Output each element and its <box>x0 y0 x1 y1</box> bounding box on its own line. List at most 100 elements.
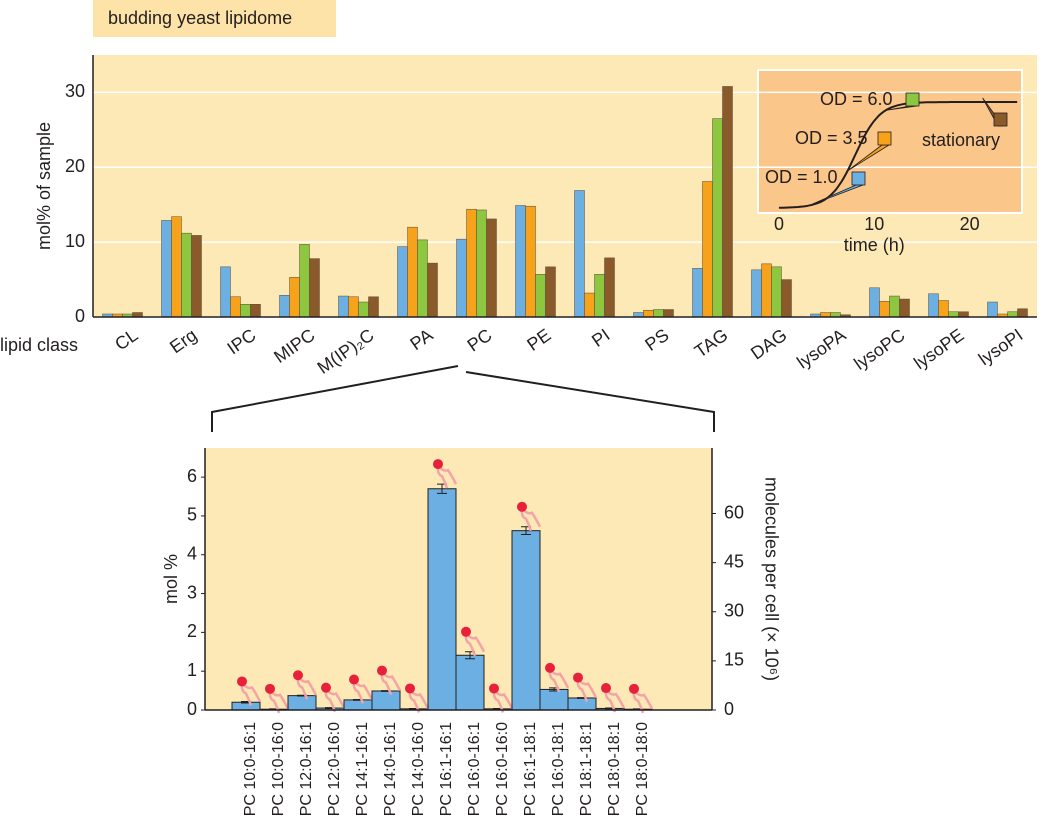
x-tick-label: IPC <box>223 325 259 359</box>
x-tick-label: lysoPI <box>975 325 1027 370</box>
bar <box>191 235 202 318</box>
bar <box>604 257 615 318</box>
lipid-tail <box>464 632 486 657</box>
bar <box>539 688 569 711</box>
bar <box>299 244 310 318</box>
bar <box>161 220 172 318</box>
bar <box>250 304 261 318</box>
x-tick-label: CL <box>111 325 141 355</box>
lipid-head <box>601 683 611 694</box>
y-tick-label: 20 <box>65 156 85 176</box>
x-tick-label: TAG <box>691 325 732 362</box>
y-tick-label: 5 <box>187 505 197 525</box>
bar <box>455 654 485 711</box>
lipid-head <box>237 676 247 687</box>
y2-axis-label: molecules per cell (× 10⁶) <box>761 477 781 681</box>
bar <box>584 292 595 318</box>
bar <box>476 209 487 318</box>
bar <box>987 301 998 318</box>
bar <box>869 287 880 318</box>
y2-tick-label: 15 <box>724 650 744 670</box>
lipid-head <box>293 670 303 681</box>
bar <box>371 690 401 711</box>
inset-x-tick-label: 20 <box>960 214 980 234</box>
lipid-tail <box>352 680 374 704</box>
legend-label: OD = 3.5 <box>795 128 868 148</box>
x-tick-label: PC 10:0-16:0 <box>270 722 287 816</box>
bar <box>427 262 438 318</box>
bar <box>348 296 359 318</box>
bar <box>1017 308 1028 318</box>
legend-label: stationary <box>922 130 1000 150</box>
bar <box>368 296 379 318</box>
y-tick-label: 30 <box>65 81 85 101</box>
chart-title: budding yeast lipidome <box>108 8 292 28</box>
x-tick-label: PC 14:0-16:1 <box>382 722 399 816</box>
x-tick-label: PC 12:0-16:1 <box>298 722 315 816</box>
bar <box>181 232 192 318</box>
lipid-head <box>629 683 639 694</box>
bar <box>287 695 317 711</box>
bar <box>338 295 349 318</box>
bar <box>889 295 900 318</box>
lipid-tail <box>576 678 598 702</box>
x-tick-label: PC 18:1-18:1 <box>578 722 595 816</box>
bar <box>771 266 782 318</box>
bar <box>407 226 418 318</box>
lipid-head <box>405 683 415 694</box>
bar <box>948 311 959 318</box>
lipid-head <box>265 683 275 694</box>
legend-swatch <box>877 131 892 146</box>
bar <box>545 266 556 318</box>
y-axis-label: mol% of sample <box>34 122 54 250</box>
bar <box>594 274 605 318</box>
bar <box>712 118 723 318</box>
x-tick-label: PC 16:1-18:1 <box>522 722 539 816</box>
inset-x-tick-label: 10 <box>864 214 884 234</box>
x-tick-label: PC 16:0-18:1 <box>550 722 567 816</box>
x-tick-label: PC 18:0-18:1 <box>606 722 623 816</box>
bar <box>456 238 467 318</box>
lipid-head <box>461 626 471 637</box>
x-tick-label: PC 18:0-18:0 <box>634 722 651 816</box>
x-tick-label: PC 14:1-16:1 <box>354 722 371 816</box>
x-tick-label: lysoPC <box>850 325 908 374</box>
x-axis-label: lipid class <box>0 335 78 355</box>
lipid-tail <box>296 676 318 700</box>
x-tick-label: lysoPA <box>793 325 849 373</box>
bar <box>358 301 369 318</box>
y-tick-label: 2 <box>187 621 197 641</box>
y-axis-label: mol % <box>161 554 181 604</box>
bar <box>899 298 910 318</box>
inset-box <box>757 69 1023 214</box>
bar <box>279 295 290 318</box>
legend-swatch <box>905 92 920 107</box>
bar <box>702 181 713 318</box>
x-tick-label: PC 10:0-16:1 <box>242 722 259 816</box>
bar <box>289 277 300 318</box>
bar <box>692 268 703 318</box>
growth-curve <box>778 101 1018 209</box>
x-tick-label: PC 14:0-16:0 <box>410 722 427 816</box>
bar <box>574 190 585 318</box>
bar <box>397 246 408 318</box>
legend-swatch <box>993 112 1008 127</box>
bar <box>722 86 733 318</box>
bar <box>515 205 526 318</box>
bar <box>643 310 654 318</box>
legend-label: OD = 6.0 <box>820 89 893 109</box>
lipid-tail <box>604 689 626 713</box>
bar <box>240 304 251 318</box>
bar <box>309 258 320 318</box>
x-tick-label: DAG <box>747 325 790 364</box>
lipid-head <box>349 674 359 685</box>
x-tick-label: lysoPE <box>910 325 967 374</box>
bar <box>958 311 969 318</box>
x-tick-label: PC <box>464 325 496 356</box>
x-tick-label: M(IP)₂C <box>314 325 378 378</box>
lipid-head <box>489 683 499 694</box>
x-tick-label: PC 12:0-16:0 <box>326 722 343 816</box>
bar <box>220 266 231 318</box>
zoom-connector <box>211 365 715 432</box>
